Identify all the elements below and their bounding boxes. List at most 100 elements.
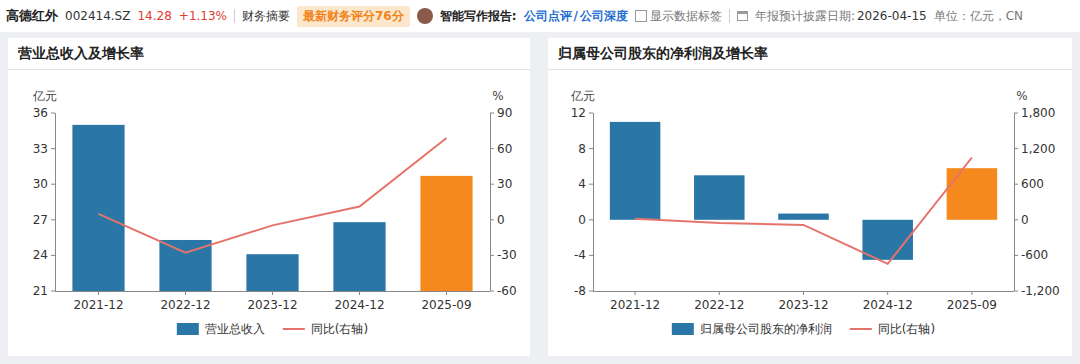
y2-axis-line (490, 113, 491, 291)
x-tick-label: 2022-12 (160, 298, 210, 312)
y2-tick (490, 255, 494, 256)
line (635, 158, 972, 264)
y2-tick-label: 60 (497, 142, 512, 156)
legend-swatch (672, 323, 694, 335)
legend-label: 同比(右轴) (878, 322, 935, 336)
tab[interactable]: 财务摘要 (242, 8, 290, 25)
legend-swatch (283, 328, 305, 330)
y-tick-label: 24 (33, 248, 48, 262)
y-tick-label: 8 (578, 142, 586, 156)
y2-axis-line (1014, 113, 1015, 291)
plot-area (72, 125, 472, 291)
y2-tick-label: -1,200 (1021, 284, 1060, 298)
report-label: 智能写作报告: (440, 8, 517, 25)
y-tick-label: -8 (574, 284, 586, 298)
change: +1.13% (179, 9, 227, 23)
bar (694, 175, 745, 220)
plot-area (610, 122, 997, 264)
checkbox-label[interactable]: 显示数据标签 (650, 8, 722, 25)
legend-label: 营业总收入 (205, 322, 265, 336)
y2-tick-label: -30 (497, 248, 517, 262)
bar (72, 125, 124, 291)
y-tick (51, 255, 55, 256)
chart: 营业总收入及增长率亿元%212427303336-60-300306090202… (8, 38, 530, 356)
y2-tick (1014, 255, 1018, 256)
disclosure-label: 年报预计披露日期: (755, 8, 855, 25)
chart-title: 营业总收入及增长率 (17, 45, 144, 61)
disclosure-date: 2026-04-15 (857, 9, 927, 23)
x-tick (635, 291, 636, 295)
y2-tick-label: 0 (1021, 213, 1029, 227)
y-axis-label: 亿元 (32, 89, 57, 103)
x-tick-label: 2023-12 (247, 298, 297, 312)
x-tick-label: 2022-12 (694, 298, 744, 312)
y2-tick (490, 113, 494, 114)
y-tick (51, 184, 55, 185)
bar (246, 254, 298, 291)
legend-label: 归属母公司股东的净利润 (700, 322, 832, 336)
y-tick-label: 12 (571, 106, 586, 120)
y-tick-label: 0 (578, 213, 586, 227)
y2-tick-label: -600 (1021, 248, 1048, 262)
y2-tick-label: 30 (497, 177, 512, 191)
y-tick-label: 21 (33, 284, 48, 298)
x-tick (887, 291, 888, 295)
x-tick (98, 291, 99, 295)
y-tick-label: 30 (33, 177, 48, 191)
report-link[interactable]: 公司点评 (524, 8, 572, 25)
x-tick-label: 2025-09 (421, 298, 471, 312)
chart-title: 归属母公司股东的净利润及增长率 (557, 45, 768, 61)
line (99, 138, 447, 253)
legend-swatch (850, 328, 872, 330)
score-badge[interactable]: 最新财务评分76分 (297, 6, 410, 27)
y-axis-line (593, 113, 594, 291)
y-tick (51, 291, 55, 292)
bar (333, 222, 385, 291)
y-tick-label: 36 (33, 106, 48, 120)
y2-tick-label: 90 (497, 106, 512, 120)
y-tick-label: -4 (574, 248, 586, 262)
x-tick (971, 291, 972, 295)
y-axis-line (55, 113, 56, 291)
y2-tick-label: 1,200 (1021, 142, 1055, 156)
y2-tick (490, 291, 494, 292)
calendar-icon (737, 11, 748, 21)
y-tick (51, 148, 55, 149)
separator (729, 9, 730, 23)
x-tick-label: 2025-09 (947, 298, 997, 312)
y2-tick (490, 148, 494, 149)
y2-tick (490, 219, 494, 220)
stock-code: 002414.SZ (65, 9, 130, 23)
y2-tick-label: 600 (1021, 177, 1044, 191)
x-tick (803, 291, 804, 295)
report-sep: / (574, 9, 578, 23)
x-tick-label: 2021-12 (610, 298, 660, 312)
y-tick (589, 148, 593, 149)
y2-tick (1014, 291, 1018, 292)
x-tick (719, 291, 720, 295)
y2-tick (490, 184, 494, 185)
legend-swatch (177, 323, 199, 335)
stock-name: 高德红外 (6, 7, 58, 25)
y-tick (589, 291, 593, 292)
bar (947, 168, 998, 220)
y-tick (589, 113, 593, 114)
chart-panel: 营业总收入及增长率亿元%212427303336-60-300306090202… (8, 38, 530, 356)
x-tick-label: 2021-12 (73, 298, 123, 312)
bar (610, 122, 661, 220)
y2-tick (1014, 219, 1018, 220)
checkbox[interactable] (635, 10, 647, 22)
bar (778, 214, 829, 220)
x-tick (272, 291, 273, 295)
report-link[interactable]: 公司深度 (580, 8, 628, 25)
y-tick (51, 113, 55, 114)
y-tick-label: 27 (33, 213, 48, 227)
y2-tick (1014, 113, 1018, 114)
x-tick-label: 2024-12 (334, 298, 384, 312)
x-tick-label: 2024-12 (863, 298, 913, 312)
bar (862, 220, 913, 260)
y2-tick (1014, 184, 1018, 185)
x-tick (185, 291, 186, 295)
y-tick (589, 219, 593, 220)
y2-axis-label: % (1016, 89, 1027, 103)
